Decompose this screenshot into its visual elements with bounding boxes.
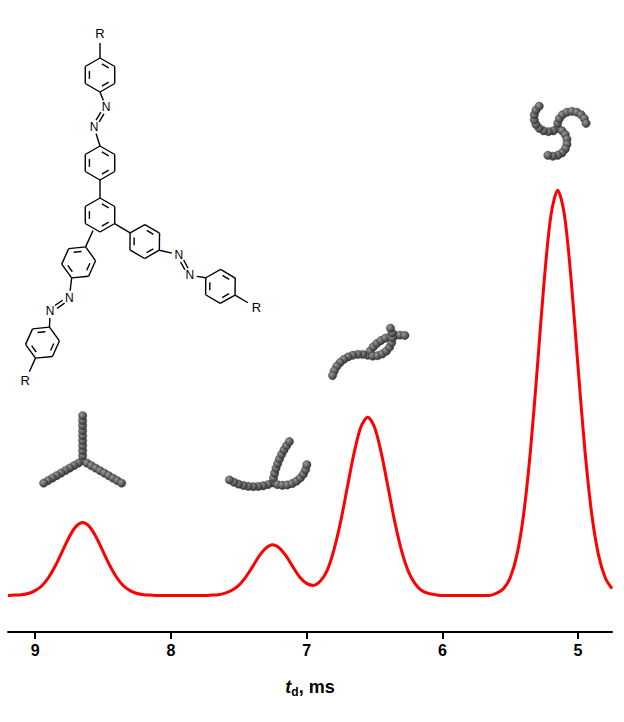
svg-text:N: N [46, 304, 55, 318]
svg-text:N: N [65, 291, 74, 305]
svg-text:N: N [90, 120, 99, 134]
svg-text:9: 9 [31, 642, 40, 659]
svg-text:R: R [95, 26, 104, 41]
svg-text:N: N [174, 248, 183, 262]
svg-text:, ms: , ms [299, 677, 335, 697]
svg-text:R: R [252, 300, 261, 315]
svg-text:t: t [285, 677, 292, 697]
svg-text:R: R [21, 373, 30, 388]
svg-text:d: d [291, 685, 298, 699]
svg-text:N: N [102, 100, 111, 114]
svg-text:N: N [185, 268, 194, 282]
svg-text:5: 5 [574, 642, 583, 659]
svg-text:7: 7 [302, 642, 311, 659]
svg-text:8: 8 [166, 642, 175, 659]
svg-text:6: 6 [438, 642, 447, 659]
